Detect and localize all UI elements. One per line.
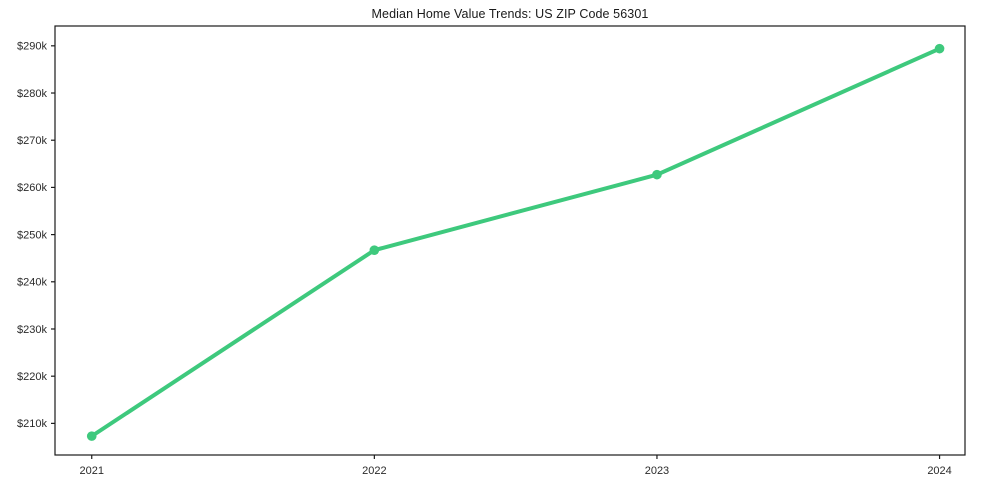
- chart-title: Median Home Value Trends: US ZIP Code 56…: [371, 7, 649, 21]
- data-point-2022: [369, 245, 380, 255]
- data-point-2021: [86, 431, 97, 441]
- data-point-2024: [934, 43, 945, 54]
- y-tick-label: $290k: [17, 41, 47, 53]
- plot-border: [54, 25, 966, 456]
- data-point-2023: [652, 169, 662, 180]
- x-tick-label: 2024: [927, 465, 951, 477]
- y-tick-label: $260k: [17, 182, 47, 194]
- x-tick-label: 2021: [79, 465, 103, 477]
- y-tick-label: $240k: [17, 277, 47, 289]
- x-tick-label: 2023: [645, 465, 669, 477]
- trend-line: [89, 46, 942, 439]
- y-tick-label: $250k: [17, 229, 47, 241]
- y-tick-label: $230k: [17, 324, 47, 336]
- y-tick-label: $210k: [17, 418, 47, 430]
- x-tick-label: 2022: [362, 465, 386, 477]
- y-tick-label: $270k: [17, 135, 47, 147]
- y-tick-label: $280k: [17, 88, 47, 100]
- y-tick-label: $220k: [17, 371, 47, 383]
